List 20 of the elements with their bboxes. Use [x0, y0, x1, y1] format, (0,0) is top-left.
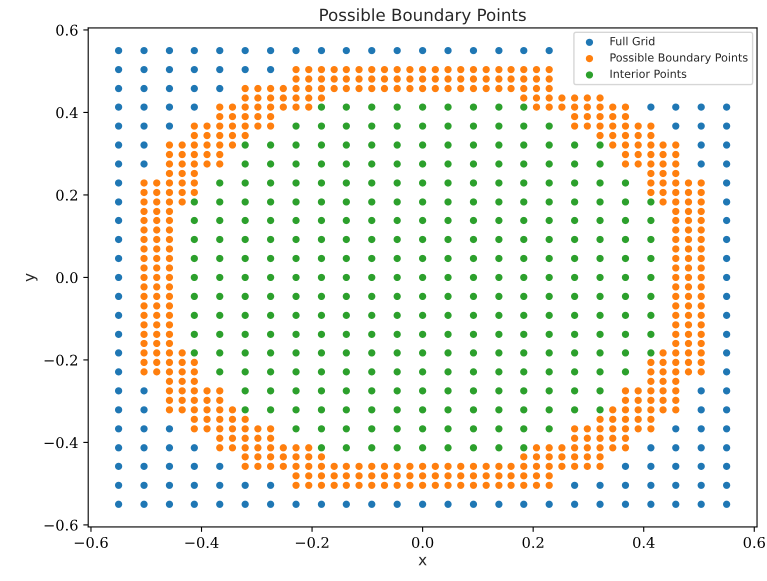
- x-tick-label: 0.4: [633, 536, 655, 548]
- x-tick-label: 0.2: [522, 536, 544, 548]
- x-tick-label: −0.6: [74, 536, 108, 548]
- y-tick-label: 0.0: [56, 272, 78, 284]
- chart-title: Possible Boundary Points: [320, 8, 526, 24]
- legend-label: Interior Points: [610, 69, 686, 78]
- y-tick-label: −0.6: [44, 520, 78, 531]
- y-tick-label: 0.2: [56, 190, 78, 201]
- x-tick-label: −0.2: [296, 536, 328, 548]
- y-axis-title: y: [26, 273, 38, 282]
- x-tick-label: −0.4: [185, 536, 218, 548]
- x-axis-title: x: [418, 556, 427, 566]
- legend-label: Full Grid: [610, 36, 654, 46]
- y-tick-label: 0.4: [56, 107, 78, 118]
- y-tick-label: −0.2: [44, 354, 78, 366]
- y-tick-label: 0.6: [56, 24, 78, 36]
- y-tick-label: −0.4: [44, 437, 78, 448]
- x-tick-label: 0.0: [412, 536, 434, 548]
- x-tick-label: 0.6: [744, 536, 765, 548]
- legend-label: Possible Boundary Points: [610, 53, 748, 64]
